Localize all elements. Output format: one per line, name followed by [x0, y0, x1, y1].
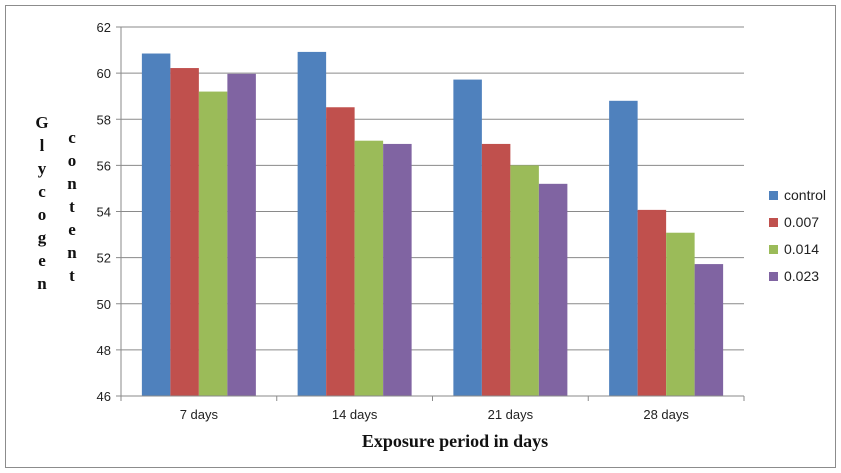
bar-21-days-control: [453, 79, 482, 397]
legend-label: 0.014: [784, 241, 819, 257]
legend-label: 0.023: [784, 268, 819, 284]
bar-7-days-0.023: [227, 73, 256, 397]
bar-21-days-0.023: [538, 183, 568, 396]
bar-14-days-0.014: [354, 140, 384, 396]
y-tick-label: 48: [97, 343, 111, 358]
x-axis-label: Exposure period in days: [362, 431, 548, 451]
legend-swatch: [769, 245, 778, 254]
x-tick-label: 7 days: [180, 407, 219, 422]
bar-28-days-control: [609, 100, 638, 397]
bar-21-days-0.014: [510, 165, 539, 396]
bar-14-days-0.023: [383, 143, 412, 396]
y-tick-labels: 46 48 50 52 54 56 58 60 62: [97, 20, 111, 404]
x-tick-label: 28 days: [643, 407, 689, 422]
legend-swatch: [769, 218, 778, 227]
x-tick-label: 14 days: [332, 407, 378, 422]
legend-swatch: [769, 272, 778, 281]
legend-label: control: [784, 187, 826, 203]
legend: control 0.007 0.014 0.023: [769, 187, 826, 284]
chart-frame: [5, 5, 836, 468]
bars: [141, 51, 724, 397]
y-tick-label: 58: [97, 112, 111, 127]
bar-28-days-0.014: [666, 232, 695, 396]
bar-14-days-control: [297, 51, 327, 396]
bar-7-days-0.007: [170, 68, 199, 397]
y-tick-label: 52: [97, 251, 111, 266]
axes: [116, 26, 745, 401]
legend-label: 0.007: [784, 214, 819, 230]
bar-28-days-0.023: [694, 264, 724, 396]
x-tick-label: 21 days: [488, 407, 534, 422]
y-tick-label: 54: [97, 205, 111, 220]
bar-14-days-0.007: [326, 107, 355, 396]
y-tick-label: 62: [97, 20, 111, 35]
bar-21-days-0.007: [481, 143, 511, 396]
bar-28-days-0.007: [637, 209, 667, 396]
bar-7-days-0.014: [198, 91, 228, 396]
y-tick-label: 56: [97, 158, 111, 173]
y-tick-label: 46: [97, 389, 111, 404]
y-tick-label: 60: [97, 66, 111, 81]
x-tick-labels: 7 days 14 days 21 days 28 days: [180, 407, 690, 422]
bar-7-days-control: [141, 53, 171, 396]
y-tick-label: 50: [97, 297, 111, 312]
legend-swatch: [769, 191, 778, 200]
